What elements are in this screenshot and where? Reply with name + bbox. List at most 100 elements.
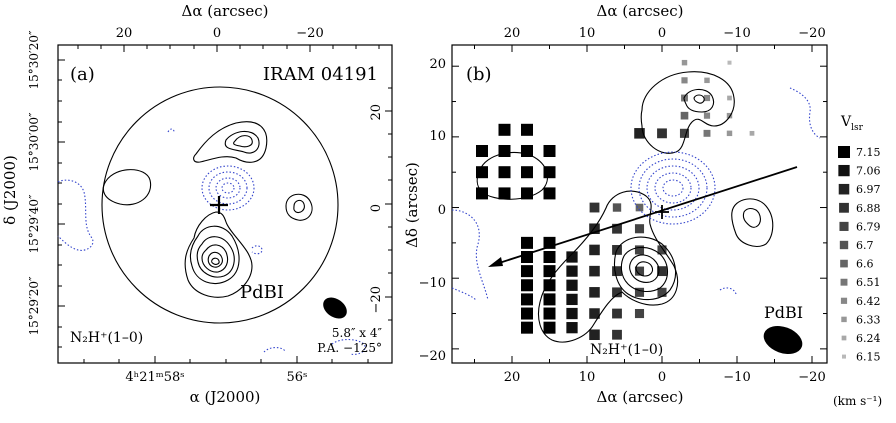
panel-b-bottom-tick-label: 10 — [579, 370, 596, 385]
velocity-point — [543, 293, 556, 306]
legend-swatch — [840, 297, 848, 304]
panel-a-right-tick-label: 20 — [369, 104, 384, 121]
panel-a-top-ticks — [77, 45, 380, 52]
legend-label: 6.7 — [856, 239, 874, 252]
velocity-point — [634, 266, 645, 276]
velocity-point — [521, 293, 533, 306]
protostar-marker-a — [210, 196, 228, 214]
velocity-point — [749, 130, 755, 136]
legend-items: 7.15 7.06 6.97 6.88 6.79 6.7 6.6 6.51 6.42 6.33 6.… — [838, 146, 881, 364]
panel-a-bottom-tick-label: 56ˢ — [287, 370, 308, 385]
legend-label: 7.15 — [856, 146, 881, 159]
velocity-point — [521, 321, 533, 334]
velocity-point — [703, 129, 711, 137]
velocity-point — [498, 123, 511, 136]
panel-a-beam-pa: P.A. −125° — [317, 341, 382, 355]
protostar-marker-b — [655, 205, 669, 219]
legend-label: 6.6 — [856, 258, 874, 271]
velocity-point — [566, 293, 578, 306]
panel-b-left-tick-label: 10 — [429, 129, 446, 144]
velocity-point — [589, 244, 600, 256]
panel-b-top-tick-label: 0 — [658, 26, 666, 41]
legend-swatch — [841, 316, 847, 323]
panel-a-top-tick-label: 0 — [213, 26, 221, 41]
panel-b-bottom-axis-label: Δα (arcsec) — [597, 388, 684, 406]
velocity-point — [657, 287, 667, 297]
panel-a-left-tick-label: 15°29′40″ — [27, 194, 41, 254]
panel-a-right-tick-label: 0 — [369, 204, 384, 212]
velocity-point — [703, 94, 711, 102]
velocity-point — [521, 279, 533, 292]
velocity-point — [727, 95, 732, 101]
velocity-point — [566, 251, 578, 263]
velocity-point — [634, 287, 645, 297]
velocity-point — [521, 236, 533, 249]
velocity-point — [521, 166, 533, 179]
velocity-point — [476, 166, 488, 179]
panel-a-left-tick-label: 15°30′20″ — [27, 30, 41, 90]
velocity-point — [589, 329, 600, 341]
velocity-point — [681, 59, 688, 66]
panel-b-left-tick-label: −10 — [419, 276, 446, 291]
panel-a-beam-size: 5.8″ x 4″ — [332, 326, 383, 340]
legend-swatch — [842, 354, 846, 359]
legend-label: 6.97 — [856, 183, 881, 196]
velocity-point — [498, 166, 511, 179]
panel-a-top-tick-label: 20 — [116, 26, 133, 41]
velocity-points — [476, 59, 755, 341]
panel-a-bottom-axis-label: α (J2000) — [190, 388, 261, 406]
velocity-point — [704, 77, 710, 84]
velocity-point — [589, 265, 600, 277]
velocity-point — [726, 130, 733, 137]
velocity-point — [521, 123, 533, 136]
legend-swatch — [838, 164, 850, 177]
synthesized-beam-b — [763, 325, 803, 355]
panel-b-left-tick-label: 0 — [438, 203, 446, 218]
panel-a-bottom-ticks — [83, 356, 369, 363]
velocity-point — [589, 202, 600, 213]
outflow-arrow — [488, 166, 798, 267]
panel-b-label: (b) — [466, 64, 492, 85]
legend-label: 6.88 — [856, 202, 881, 215]
legend-label: 6.51 — [856, 276, 881, 289]
velocity-point — [543, 145, 556, 157]
velocity-point — [521, 265, 533, 278]
panel-a-line-label: N₂H⁺(1–0) — [70, 330, 143, 346]
velocity-point — [566, 322, 578, 334]
panel-a-contours — [102, 121, 313, 298]
legend-label: 6.79 — [856, 220, 881, 233]
velocity-point — [612, 329, 622, 340]
velocity-point — [681, 77, 688, 84]
velocity-point — [612, 223, 622, 234]
panel-a-title: IRAM 04191 — [263, 64, 378, 85]
velocity-point — [634, 245, 645, 255]
velocity-point — [521, 307, 533, 320]
legend-swatch — [841, 335, 847, 341]
velocity-point — [498, 145, 511, 157]
velocity-point — [476, 145, 488, 157]
velocity-point — [543, 265, 556, 278]
legend-swatch — [839, 202, 849, 213]
velocity-point — [543, 187, 556, 200]
legend-label: 6.24 — [856, 332, 881, 345]
panel-b-left-tick-label: 20 — [429, 57, 446, 72]
velocity-point — [566, 279, 578, 291]
velocity-point — [498, 187, 511, 200]
velocity-point — [543, 279, 556, 292]
velocity-point — [612, 308, 622, 319]
panel-a-right-tick-label: −20 — [369, 286, 384, 313]
velocity-point — [521, 145, 533, 157]
panel-b-bottom-tick-label: 20 — [504, 370, 521, 385]
panel-b-top-tick-label: −10 — [723, 26, 750, 41]
legend-label: 7.06 — [856, 165, 881, 178]
panel-b: 20 10 0 −10 −20 Δα (arcsec) 20 10 0 −10 … — [403, 2, 828, 406]
panel-b-contours — [476, 71, 774, 343]
velocity-point — [589, 287, 600, 298]
panel-a-left-tick-label: 15°30′00″ — [27, 112, 41, 172]
velocity-point — [680, 111, 689, 120]
panel-b-negative-contours — [451, 87, 821, 301]
panel-a-bottom-tick-label: 4ʰ21ᵐ58ˢ — [125, 370, 184, 385]
primary-beam-circle — [101, 86, 339, 324]
panel-b-top-axis-label: Δα (arcsec) — [597, 2, 684, 20]
legend-swatch — [839, 240, 849, 250]
